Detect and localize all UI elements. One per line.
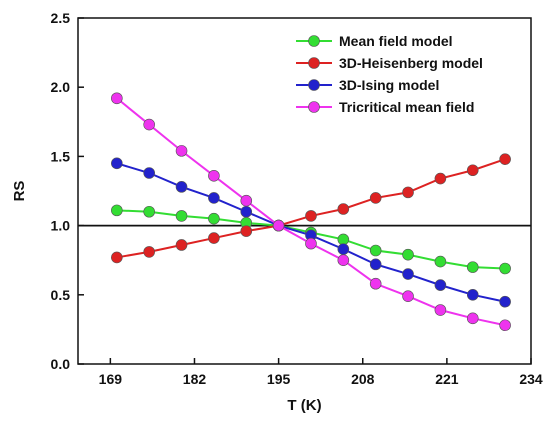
data-point [499,153,511,165]
data-point [499,262,511,275]
data-point [143,118,155,131]
x-axis-label: T (K) [287,397,321,414]
data-point [369,244,382,257]
legend-label-3: Tricritical mean field [339,99,474,115]
legend-label-1: 3D-Heisenberg model [339,55,483,71]
data-point [466,164,479,177]
data-point [208,192,220,204]
data-point [111,157,123,170]
y-axis-label: RS [11,181,28,202]
legend-label-2: 3D-Ising model [339,77,439,93]
data-point [175,210,188,222]
series-3 [111,92,511,332]
legend-item-3: Tricritical mean field [296,99,474,115]
data-point [466,312,479,325]
data-point [305,237,317,250]
data-point [369,277,382,290]
data-point [402,186,414,199]
data-point [337,233,350,246]
data-point [434,279,447,291]
y-tick-label: 1.5 [51,148,71,164]
x-tick-label: 208 [351,371,375,387]
y-tick-label: 0.0 [51,356,71,372]
data-point [499,319,511,332]
y-tick-label: 2.5 [51,10,71,26]
data-point [305,210,317,222]
data-point [272,219,285,232]
data-point [240,205,253,218]
data-point [402,290,414,302]
y-tick-label: 2.0 [51,79,71,95]
data-point [175,239,188,251]
data-point [337,243,350,255]
data-point [240,225,253,237]
data-point [208,212,220,225]
y-tick-label: 1.0 [51,218,71,234]
data-point [240,194,253,207]
data-point [175,181,188,193]
series-2 [111,157,511,308]
legend-swatch-marker-1 [308,57,320,69]
legend-label-0: Mean field model [339,33,453,49]
data-point [111,251,123,264]
data-point [337,254,350,267]
data-point [111,92,123,105]
data-point [369,258,382,271]
data-point [208,232,220,244]
legend-item-0: Mean field model [296,33,453,49]
data-point [402,248,414,261]
data-point [208,169,220,182]
plot-frame [77,17,532,365]
data-point [402,268,414,280]
legend-swatch-marker-0 [308,35,320,47]
data-point [111,204,123,217]
legend-item-1: 3D-Heisenberg model [296,55,483,71]
legend-item-2: 3D-Ising model [296,77,439,93]
data-point [499,295,511,308]
y-tick-label: 0.5 [51,287,71,303]
data-point [337,203,350,215]
x-tick-label: 182 [183,371,207,387]
x-tick-label: 234 [519,371,543,387]
x-tick-label: 169 [99,371,123,387]
data-point [369,192,382,204]
data-point [175,145,188,157]
data-point [143,167,155,179]
data-point [434,304,447,316]
legend-swatch-marker-2 [308,79,320,91]
legend-swatch-marker-3 [308,101,320,113]
x-tick-label: 195 [267,371,291,387]
data-point [143,205,155,218]
data-point [434,172,447,185]
data-point [143,246,155,258]
legend: Mean field model 3D-Heisenberg model 3D-… [296,33,483,115]
data-point [466,261,479,273]
series-layer [111,92,511,332]
x-tick-label: 221 [435,371,459,387]
tick-layer: 169 182 195 208 221 234 0.0 0.5 1.0 1.5 2.0 2.5 [51,10,543,387]
data-point [466,288,479,301]
data-point [434,255,447,268]
